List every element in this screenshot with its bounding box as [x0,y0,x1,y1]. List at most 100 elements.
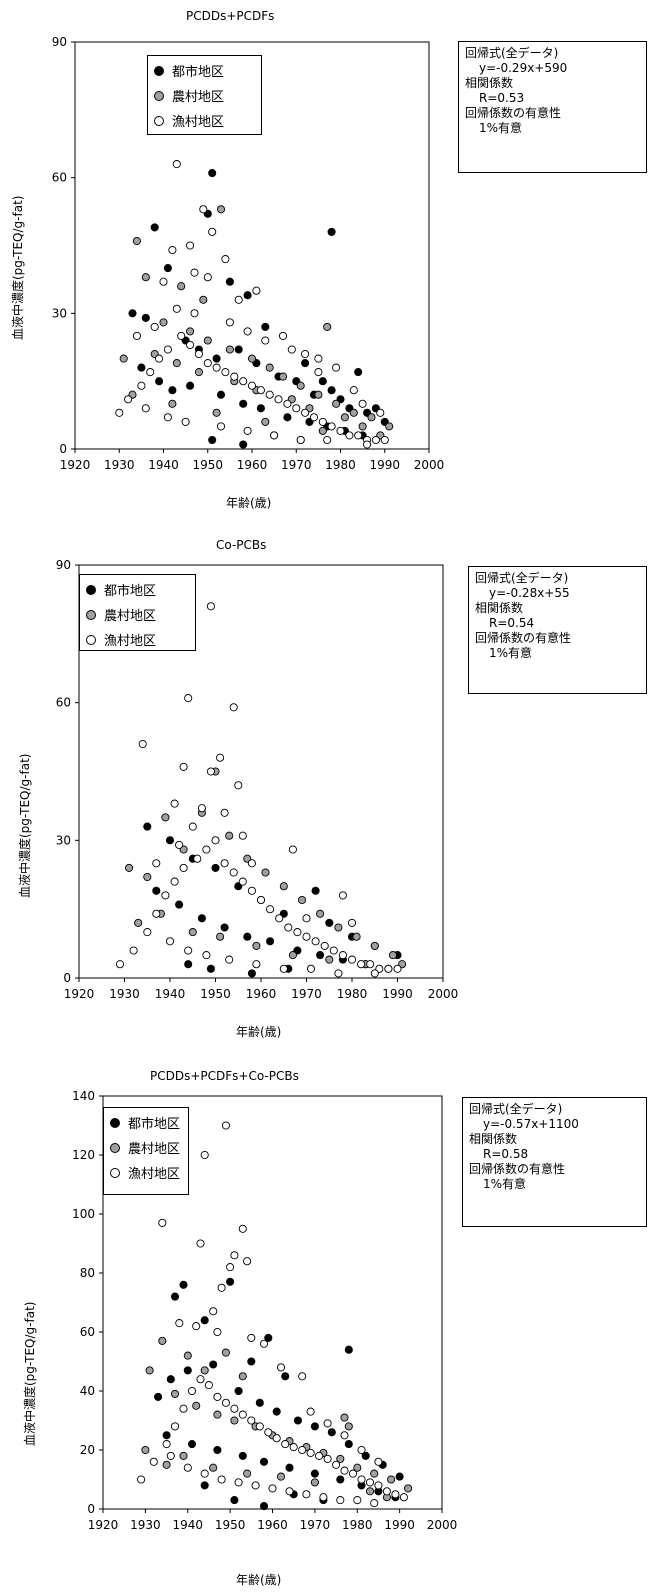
data-point [340,1431,349,1440]
gray-dot-icon [86,609,96,620]
data-point [172,160,181,169]
data-point [338,891,347,900]
data-point [310,1422,319,1431]
data-point [382,1487,391,1496]
data-point [230,1496,239,1505]
data-point [314,368,323,377]
data-point [208,169,217,178]
data-point [225,277,234,286]
data-point [261,322,270,331]
data-point [395,1472,404,1481]
data-point [179,762,188,771]
data-point [354,431,363,440]
annotation-line: 回帰式(全データ) [469,1102,563,1116]
data-point [353,1463,362,1472]
data-point [128,309,137,318]
y-tick-label: 60 [52,171,67,185]
data-point [319,1493,328,1502]
data-point [318,377,327,386]
x-tick-label: 1960 [257,1518,288,1532]
data-point [247,1357,256,1366]
data-point [230,372,239,381]
data-point [165,937,175,946]
data-point [251,1481,260,1490]
y-tick-label: 20 [80,1443,95,1457]
data-point [366,960,375,969]
data-point [203,336,212,345]
data-point [283,399,292,408]
data-point [194,368,203,377]
data-point [338,951,347,960]
data-point [187,1440,197,1449]
data-point [296,435,305,445]
data-point [183,1351,192,1360]
data-point [370,1499,379,1508]
data-point [188,822,197,831]
x-tick-label: 1930 [130,1518,161,1532]
data-point [370,1469,379,1478]
data-point [238,1410,247,1419]
chart-svg: 1920 1930 1940 1950 1960 1970 1980 1990 2000 0 30 6… [52,35,445,472]
data-point [289,1443,298,1452]
data-point [357,960,366,969]
data-point [238,877,247,886]
chart-panel-1: PCDDs+PCDFs 血液中濃度(pg-TEQ/g-fat) 1920 1930… [0,0,651,528]
data-point [216,390,226,399]
data-point [332,363,341,372]
data-point [208,227,217,236]
gray-dot-icon [110,1142,120,1153]
data-point [220,808,229,817]
regression-annotation: 回帰式(全データ) y=-0.57x+1100 相関係数 R=0.58 回帰係数… [462,1097,647,1227]
data-point [336,1496,345,1505]
data-point [301,359,310,368]
data-point [162,1460,171,1469]
black-dot-icon [154,65,164,76]
data-point [149,1457,158,1466]
data-point [256,404,265,413]
data-point [302,914,311,923]
data-point [357,1445,366,1455]
data-point [162,1431,171,1440]
data-point [158,1336,167,1345]
x-tick-label: 1920 [64,987,95,1001]
data-point [365,1487,375,1496]
data-point [226,1263,235,1272]
data-point [234,345,243,354]
white-dot-icon [110,1167,120,1178]
annotation-line: y=-0.28x+55 [489,586,570,600]
data-point [179,1280,188,1289]
data-point [283,413,292,422]
data-point [190,268,199,277]
data-point [238,1451,247,1460]
y-tick-label: 60 [80,1325,95,1339]
x-tick-label: 1980 [337,987,368,1001]
x-tick-label: 1970 [291,987,322,1001]
data-point [272,1434,281,1443]
data-point [203,273,212,282]
black-dot-icon [110,1117,120,1128]
data-point [119,354,128,363]
data-point [161,891,170,900]
data-point [320,941,329,950]
data-point [334,923,343,932]
data-point [259,1457,269,1466]
regression-annotation: 回帰式(全データ) y=-0.29x+590 相関係数 R=0.53 回帰係数の… [458,41,647,173]
data-point [150,322,159,331]
data-point [345,431,354,440]
data-point [327,386,336,395]
legend-label: 農村地区 [128,1142,181,1157]
data-point [170,1389,180,1398]
chart-title: PCDDs+PCDFs+Co-PCBs [150,1069,299,1083]
data-point [298,1445,307,1455]
legend-item-rural: 農村地区 [154,83,257,108]
data-point [293,928,302,937]
data-point [172,359,181,368]
data-point [316,951,325,960]
data-point [367,413,376,422]
data-point [252,941,261,950]
legend: 都市地区 農村地区 漁村地区 [79,574,196,651]
data-point [301,349,310,359]
data-point [188,928,197,937]
data-point [170,1422,180,1431]
data-point [175,900,184,909]
